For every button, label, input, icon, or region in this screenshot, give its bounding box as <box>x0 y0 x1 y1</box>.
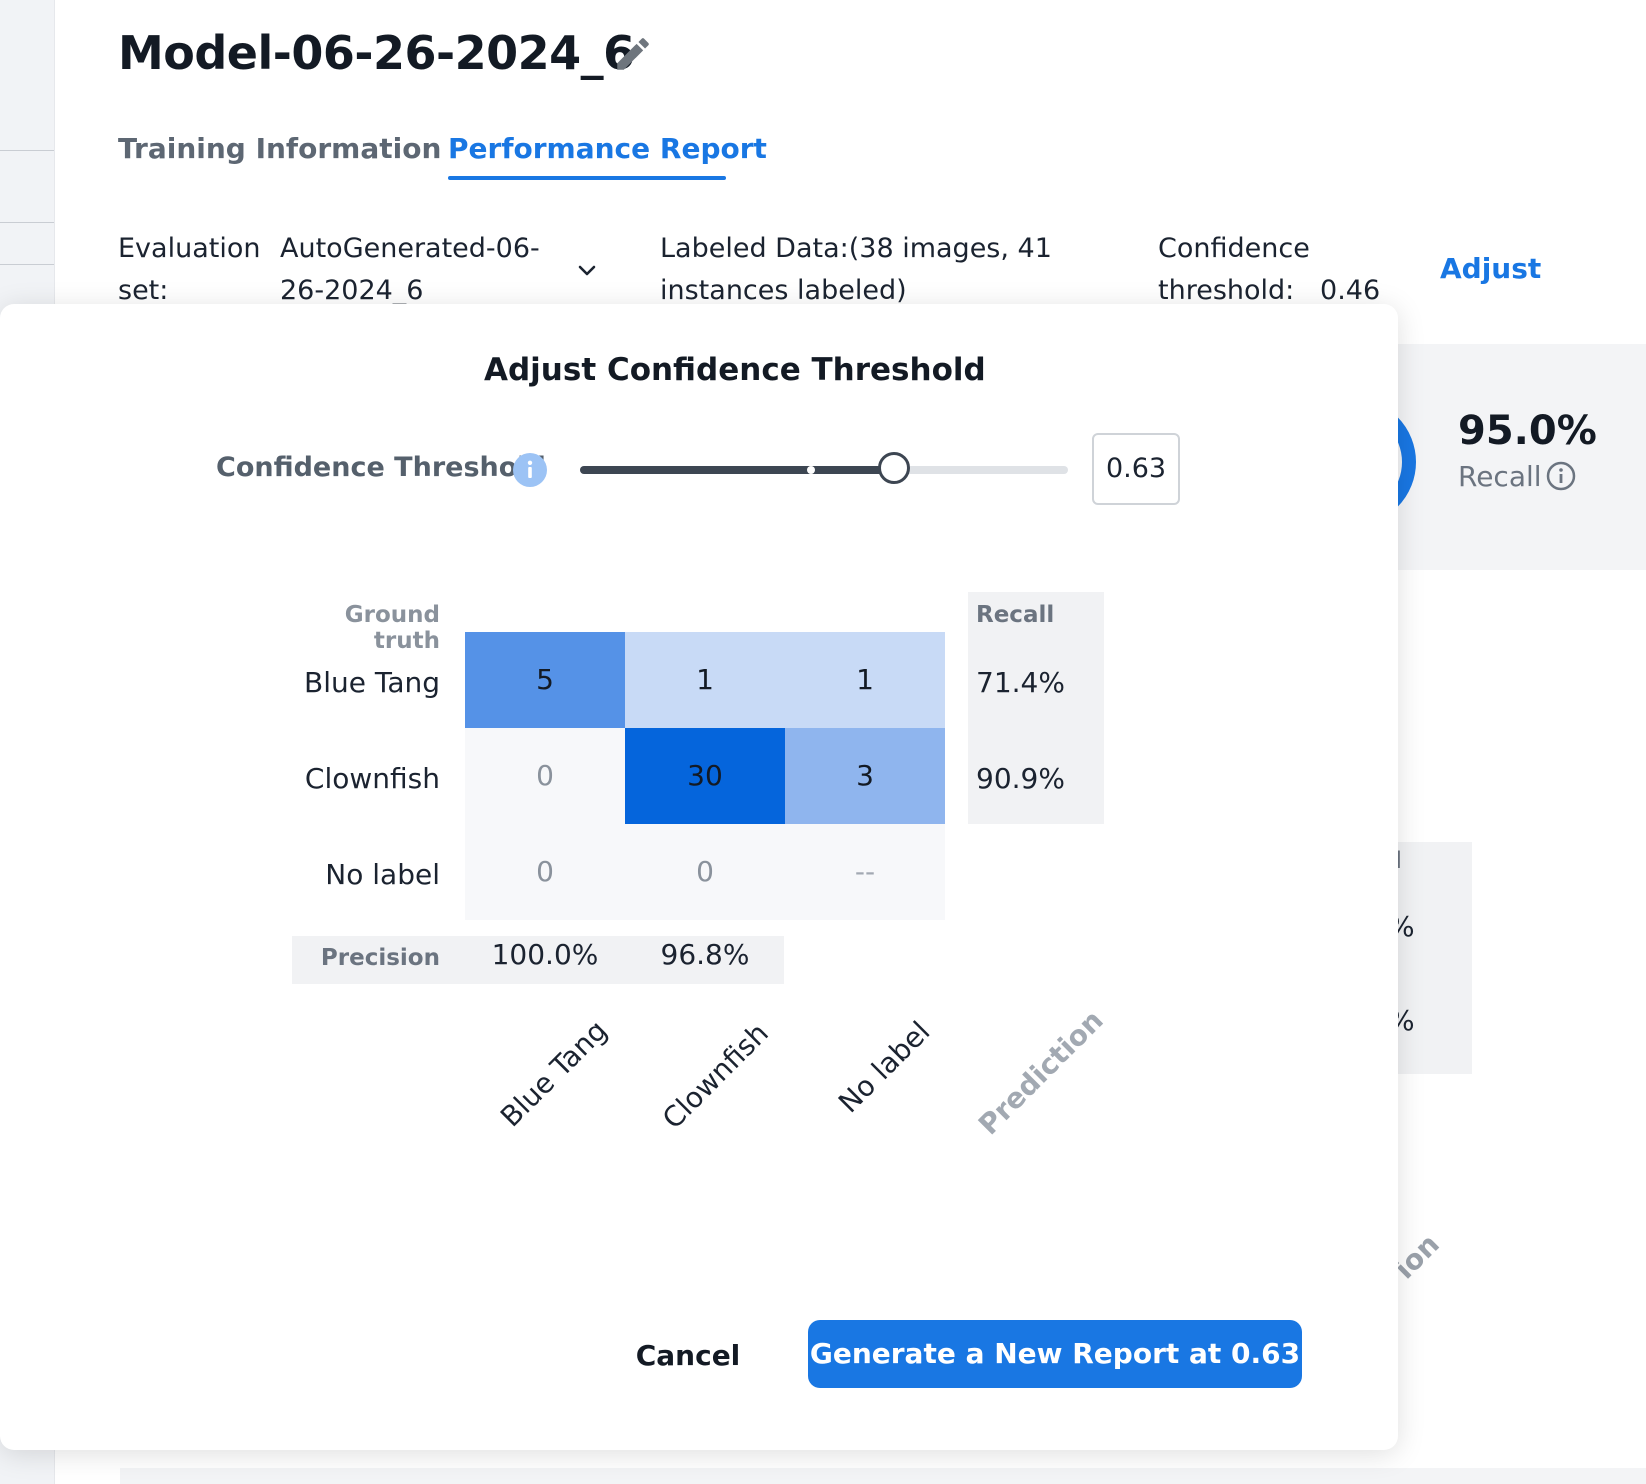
matrix-cell: 30 <box>625 728 785 824</box>
confidence-threshold-label: Confidence Threshold <box>216 452 546 483</box>
threshold-slider-fill <box>580 466 894 474</box>
sidebar-divider <box>0 222 54 223</box>
recall-header: Recall <box>976 602 1055 628</box>
summary-recall-percent: 95.0% <box>1458 408 1597 454</box>
matrix-cell: 0 <box>625 824 785 920</box>
recall-column <box>968 592 1104 824</box>
sidebar-divider <box>0 264 54 265</box>
modal-title: Adjust Confidence Threshold <box>484 352 986 388</box>
confidence-threshold-value: 0.46 <box>1320 275 1381 306</box>
info-icon[interactable] <box>513 453 547 487</box>
page-title: Model-06-26-2024_6 <box>118 26 635 80</box>
threshold-value-input[interactable]: 0.63 <box>1092 433 1180 505</box>
matrix-cell: 3 <box>785 728 945 824</box>
info-icon[interactable] <box>1545 460 1577 492</box>
threshold-slider-thumb[interactable] <box>878 452 910 484</box>
matrix-cell: -- <box>785 824 945 920</box>
precision-row <box>292 936 784 984</box>
recall-value: 71.4% <box>976 666 1065 699</box>
confidence-threshold-info: Confidence threshold: 0.46 <box>1158 233 1381 306</box>
precision-label: Precision <box>320 945 440 971</box>
matrix-cell: 0 <box>465 728 625 824</box>
matrix-cell: 1 <box>625 632 785 728</box>
labeled-data-info: Labeled Data:(38 images, 41 instances la… <box>660 233 1052 306</box>
generate-report-button[interactable]: Generate a New Report at 0.63 <box>808 1320 1302 1388</box>
precision-value: 100.0% <box>491 938 599 971</box>
adjust-link[interactable]: Adjust <box>1440 252 1542 285</box>
matrix-cell: 0 <box>465 824 625 920</box>
edit-pencil-icon[interactable] <box>612 33 654 75</box>
background-panel-edge <box>120 1468 1646 1484</box>
summary-recall-label: Recall <box>1458 460 1542 493</box>
matrix-cell: 5 <box>465 632 625 728</box>
sidebar-divider <box>0 150 54 151</box>
tab-training-information[interactable]: Training Information <box>118 132 442 165</box>
recall-value: 90.9% <box>976 762 1065 795</box>
previous-threshold-marker <box>807 466 815 474</box>
evaluation-set-select[interactable]: AutoGenerated-06- 26-2024_6 <box>280 233 540 306</box>
precision-value: 96.8% <box>660 938 750 971</box>
evaluation-set-label: Evaluation set: <box>118 233 261 306</box>
row-label-no-label: No label <box>325 858 440 891</box>
active-tab-indicator <box>448 176 726 180</box>
cancel-button[interactable]: Cancel <box>635 1339 741 1372</box>
chevron-down-icon[interactable] <box>575 258 599 282</box>
row-label-blue-tang: Blue Tang <box>303 666 440 699</box>
matrix-cell: 1 <box>785 632 945 728</box>
ground-truth-label: Ground truth <box>344 602 440 654</box>
tab-performance-report[interactable]: Performance Report <box>448 132 767 165</box>
row-label-clownfish: Clownfish <box>304 762 440 795</box>
